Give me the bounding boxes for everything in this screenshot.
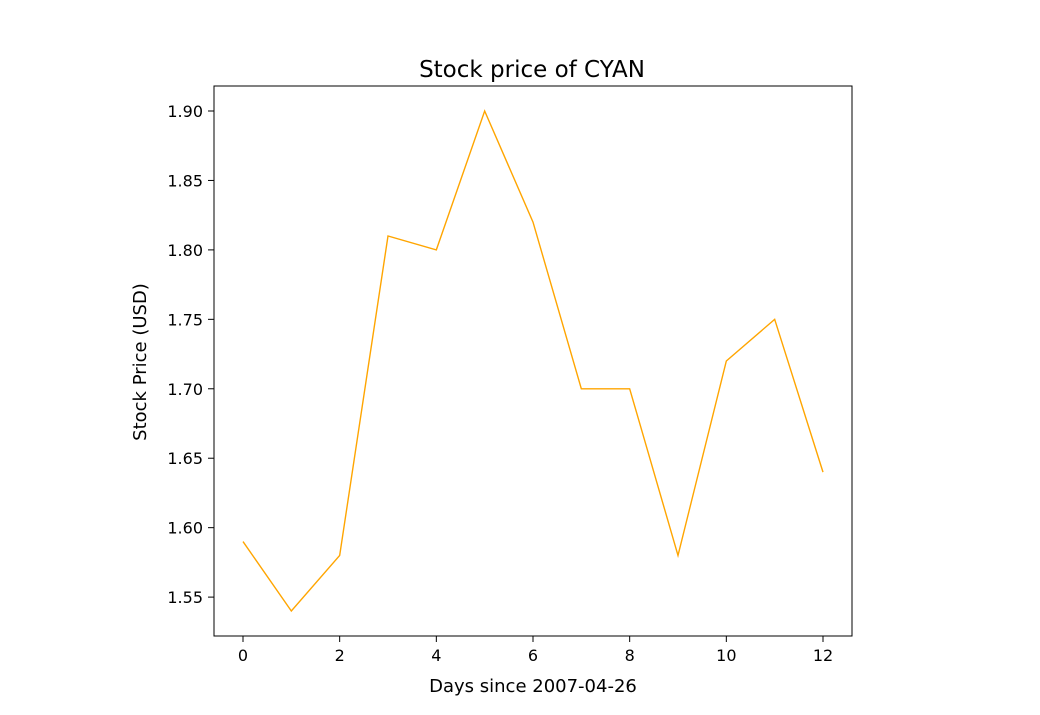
x-tick-label: 2	[335, 646, 345, 665]
x-tick-label: 0	[238, 646, 248, 665]
y-tick-label: 1.75	[167, 310, 203, 329]
x-tick-label: 4	[431, 646, 441, 665]
y-tick-label: 1.60	[167, 519, 203, 538]
y-tick-label: 1.65	[167, 449, 203, 468]
y-axis-label: Stock Price (USD)	[130, 283, 151, 441]
x-tick-label: 8	[625, 646, 635, 665]
x-tick-label: 12	[813, 646, 833, 665]
y-tick-label: 1.85	[167, 171, 203, 190]
chart-title: Stock price of CYAN	[419, 57, 645, 83]
x-tick-label: 10	[716, 646, 736, 665]
y-tick-label: 1.90	[167, 102, 203, 121]
y-tick-label: 1.70	[167, 380, 203, 399]
y-tick-label: 1.55	[167, 588, 203, 607]
y-axis-ticks: 1.55 1.60 1.65 1.70 1.75 1.80 1.85 1.90	[167, 102, 214, 607]
x-axis-ticks: 0 2 4 6 8 10 12	[238, 636, 833, 665]
x-tick-label: 6	[528, 646, 538, 665]
y-tick-label: 1.80	[167, 241, 203, 260]
x-axis-label: Days since 2007-04-26	[429, 676, 637, 697]
series-layer	[242, 109, 824, 613]
plot-area	[213, 85, 853, 637]
price-series-line	[242, 109, 824, 613]
